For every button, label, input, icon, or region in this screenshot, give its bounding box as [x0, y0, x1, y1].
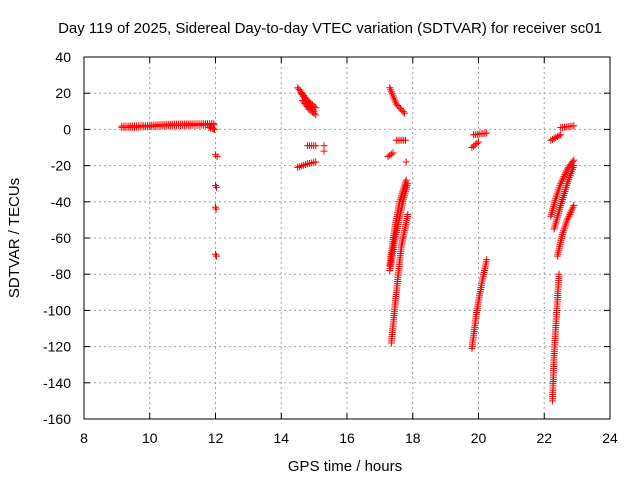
x-tick-label: 22 [536, 430, 552, 446]
data-point [559, 174, 567, 182]
data-point [312, 111, 320, 119]
data-point [212, 203, 219, 211]
y-tick-label: -40 [51, 194, 71, 210]
data-point [320, 147, 328, 155]
data-point [475, 138, 482, 146]
data-points [118, 84, 578, 405]
y-tick-label: -80 [51, 266, 71, 282]
data-point [570, 122, 578, 130]
y-tick-label: -120 [43, 339, 71, 355]
data-point [212, 182, 219, 190]
data-point [557, 180, 565, 188]
data-point [552, 134, 560, 142]
y-tick-label: 0 [63, 121, 71, 137]
data-point [548, 135, 556, 143]
x-axis-label: GPS time / hours [288, 458, 402, 475]
data-point [401, 109, 409, 117]
data-point [555, 132, 563, 140]
data-point [569, 203, 577, 211]
data-point [565, 212, 573, 220]
data-point [402, 158, 410, 166]
data-point [473, 139, 481, 147]
data-point [550, 134, 558, 142]
data-point [211, 125, 219, 133]
x-tick-label: 8 [80, 430, 88, 446]
data-point [560, 172, 568, 180]
chart-title: Day 119 of 2025, Sidereal Day-to-day VTE… [58, 20, 602, 37]
data-point [557, 131, 565, 139]
data-point [402, 136, 410, 144]
x-tick-label: 16 [339, 430, 355, 446]
axis-ticks [83, 56, 611, 420]
x-tick-label: 24 [602, 430, 618, 446]
data-point [312, 142, 320, 150]
data-point [212, 183, 220, 191]
data-point [570, 162, 578, 170]
data-point [558, 178, 566, 186]
y-tick-label: 20 [55, 85, 71, 101]
y-tick-label: -20 [51, 158, 71, 174]
data-point [389, 149, 397, 157]
data-point [569, 158, 577, 166]
y-tick-label: -160 [43, 411, 71, 427]
data-point [568, 205, 576, 213]
x-tick-label: 14 [273, 430, 289, 446]
y-tick-label: 40 [55, 49, 71, 65]
x-tick-labels: 8 10 12 14 16 18 20 22 24 [80, 430, 618, 446]
data-point [558, 176, 566, 184]
data-point [387, 150, 395, 158]
data-point [212, 252, 220, 260]
data-point [567, 209, 575, 217]
data-point [310, 110, 318, 118]
data-point [564, 214, 572, 222]
data-point [570, 201, 578, 209]
data-point [483, 129, 491, 137]
x-tick-label: 18 [405, 430, 421, 446]
data-point [399, 108, 407, 116]
data-point [213, 153, 221, 161]
grid-lines [84, 57, 610, 419]
y-tick-labels: 40 20 0 -20 -40 -60 -80 -100 -120 -140 -160 [43, 49, 71, 427]
data-point [566, 210, 574, 218]
data-point [404, 180, 412, 188]
y-axis-label: SDTVAR / TECUs [6, 178, 23, 298]
data-point [483, 256, 491, 264]
data-point [547, 136, 555, 144]
x-tick-label: 10 [142, 430, 158, 446]
data-point [404, 210, 412, 218]
data-point [561, 171, 569, 179]
data-point [567, 207, 575, 215]
data-point [212, 205, 220, 213]
data-point [555, 270, 563, 278]
y-tick-label: -100 [43, 302, 71, 318]
data-point [212, 151, 219, 159]
y-tick-label: -140 [43, 375, 71, 391]
data-point [402, 176, 410, 184]
data-point [312, 158, 320, 166]
y-tick-label: -60 [51, 230, 71, 246]
data-point [553, 133, 561, 141]
data-point [563, 216, 571, 224]
x-tick-label: 20 [471, 430, 487, 446]
data-point [212, 250, 219, 258]
x-tick-label: 12 [208, 430, 224, 446]
data-point [562, 169, 570, 177]
